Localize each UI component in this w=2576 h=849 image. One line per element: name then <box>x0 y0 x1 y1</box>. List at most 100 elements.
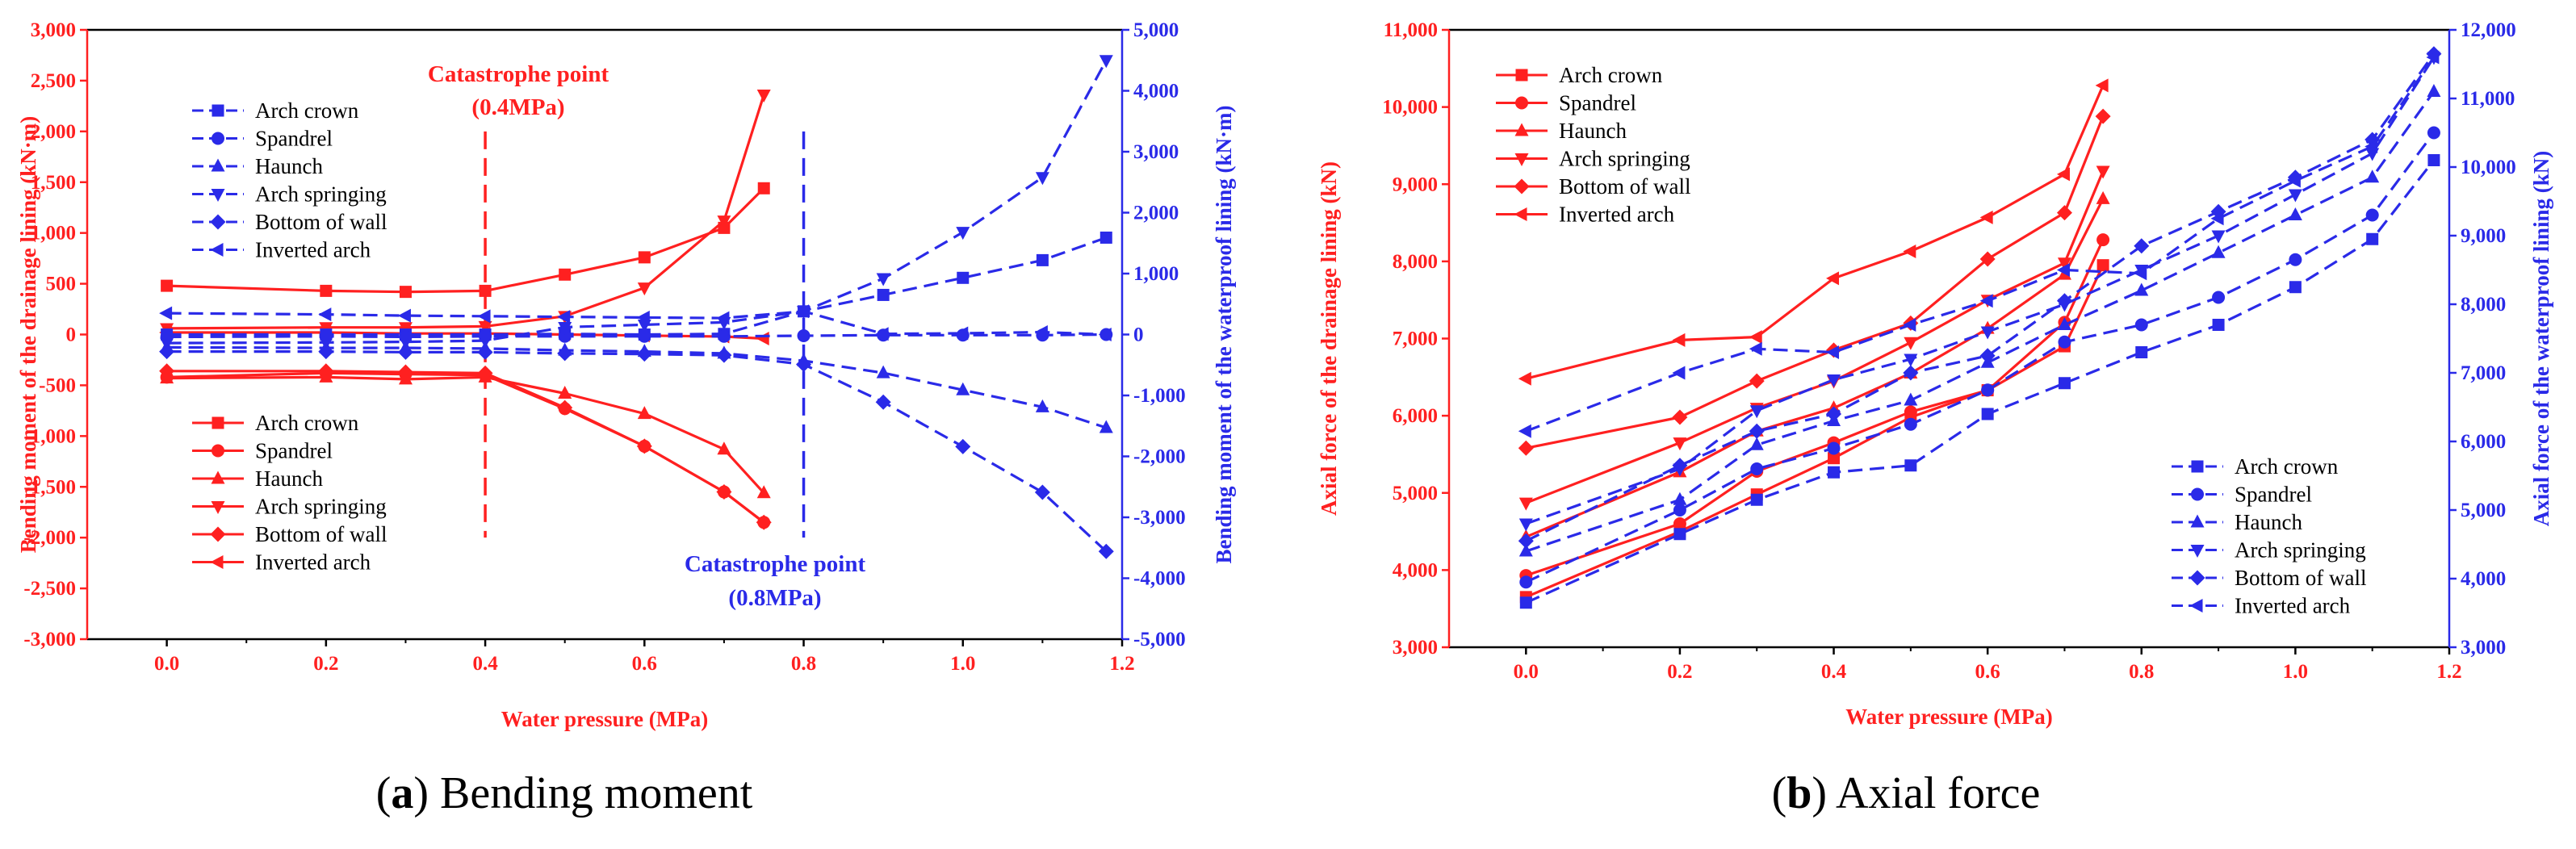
data-point <box>1034 484 1050 500</box>
legend-marker <box>211 501 225 514</box>
series-line <box>166 60 1108 345</box>
data-point <box>2427 84 2441 97</box>
data-point <box>1518 518 1533 532</box>
right-y-tick-label: 10,000 <box>2461 157 2516 178</box>
legend-marker <box>210 555 224 569</box>
data-point <box>2096 190 2110 204</box>
data-point <box>1673 528 1686 541</box>
right-y-tick-label: 5,000 <box>2461 500 2506 521</box>
left-y-tick-label: 1,000 <box>31 223 76 245</box>
data-point <box>957 271 970 284</box>
left-y-tick-label: 9,000 <box>1393 174 1438 195</box>
data-point <box>638 251 651 264</box>
data-point <box>477 309 491 324</box>
data-point <box>1826 406 1842 422</box>
legend-label: Arch crown <box>1559 63 1663 87</box>
data-point <box>1826 345 1840 359</box>
left-y-tick-label: 7,000 <box>1393 328 1438 350</box>
data-point <box>477 344 493 360</box>
legend-marker <box>2190 545 2205 558</box>
data-point <box>159 344 175 360</box>
data-point <box>161 279 174 292</box>
panel-b-caption-letter: b <box>1786 768 1812 818</box>
data-point <box>876 365 890 378</box>
data-point <box>318 344 334 360</box>
series-red-arch-springing <box>160 90 771 337</box>
data-point <box>796 356 812 372</box>
legend-label: Arch springing <box>2235 538 2366 563</box>
data-point <box>875 394 891 410</box>
legend-marker <box>1514 178 1530 194</box>
data-point <box>558 385 572 399</box>
data-point <box>1904 337 1918 350</box>
data-point <box>2058 335 2071 349</box>
data-point <box>2364 140 2378 153</box>
series-red-spandrel <box>1519 233 2110 583</box>
x-tick-label: 0.8 <box>2129 661 2154 683</box>
panel-a-bending-moment: (a) Bending moment 0.0 0.2 0.4 0.6 0.8 1.0 1.2… <box>16 19 1236 818</box>
legend-marker <box>1514 207 1527 221</box>
x-tick-label: 0.8 <box>791 653 816 675</box>
legend-label: Haunch <box>255 466 323 491</box>
legend-marker <box>1515 69 1528 82</box>
data-point <box>1518 424 1531 438</box>
legend-marker <box>211 158 225 172</box>
right-y-tick-label: 7,000 <box>2461 362 2506 384</box>
left-y-tick-label: 2,500 <box>31 70 76 92</box>
data-point <box>1979 294 1993 308</box>
right-y-tick-label: -5,000 <box>1133 629 1186 650</box>
data-point <box>2134 266 2147 281</box>
data-point <box>1750 493 1763 506</box>
x-axis-title: Water pressure (MPa) <box>501 707 708 731</box>
left-y-tick-label: -500 <box>39 374 76 396</box>
series-line <box>1525 52 2436 542</box>
legend-label: Arch springing <box>1559 147 1690 171</box>
legend-label: Haunch <box>255 154 323 178</box>
data-point <box>756 332 769 346</box>
series-blue-inverted-arch <box>159 304 1112 341</box>
data-point <box>716 347 732 363</box>
series-line <box>1525 132 2436 583</box>
right-y-axis-title: Bending moment of the waterproof lining … <box>1212 106 1236 564</box>
data-point <box>797 329 810 343</box>
data-point <box>159 306 173 320</box>
right-y-tick-label: 4,000 <box>1133 81 1179 102</box>
panel-b-caption: (b) Axial force <box>1772 768 2041 818</box>
data-point <box>1904 417 1917 431</box>
data-point <box>1980 326 1995 340</box>
data-point <box>636 346 652 362</box>
data-point <box>318 363 334 379</box>
series-line <box>166 345 1107 429</box>
data-point <box>1828 466 1841 479</box>
data-point <box>1904 353 1918 367</box>
right-y-tick-label: 5,000 <box>1133 19 1179 41</box>
data-point <box>2135 346 2148 358</box>
data-point <box>1749 373 1765 389</box>
data-point <box>2212 291 2226 304</box>
right-y-axis-title: Axial force of the waterproof lining (kN… <box>2529 151 2553 526</box>
x-tick-label: 0.4 <box>472 653 498 675</box>
left-y-tick-label: -1,000 <box>23 425 76 447</box>
data-point <box>1519 596 1532 609</box>
right-y-tick-label: 6,000 <box>2461 431 2506 453</box>
data-point <box>2057 317 2071 330</box>
data-point <box>1673 437 1687 451</box>
right-y-tick-label: 3,000 <box>2461 637 2506 659</box>
data-point <box>1904 459 1917 472</box>
series-line <box>1525 85 2105 380</box>
data-point <box>557 345 573 362</box>
legend-marker <box>2189 570 2205 586</box>
legend-label: Bottom of wall <box>1559 174 1691 199</box>
data-point <box>637 282 651 296</box>
left-y-axis-title: Axial force of the drainage lining (kN) <box>1317 161 1341 516</box>
x-tick-label: 1.0 <box>2283 661 2308 683</box>
legend-label: Haunch <box>1559 119 1627 143</box>
data-point <box>398 337 413 350</box>
data-point <box>1749 437 1764 450</box>
data-point <box>479 284 492 297</box>
right-y-tick-label: 4,000 <box>2461 568 2506 590</box>
left-y-tick-label: 6,000 <box>1393 405 1438 427</box>
data-point <box>756 485 771 499</box>
x-axis-title: Water pressure (MPa) <box>1845 705 2052 729</box>
data-point <box>557 310 571 324</box>
